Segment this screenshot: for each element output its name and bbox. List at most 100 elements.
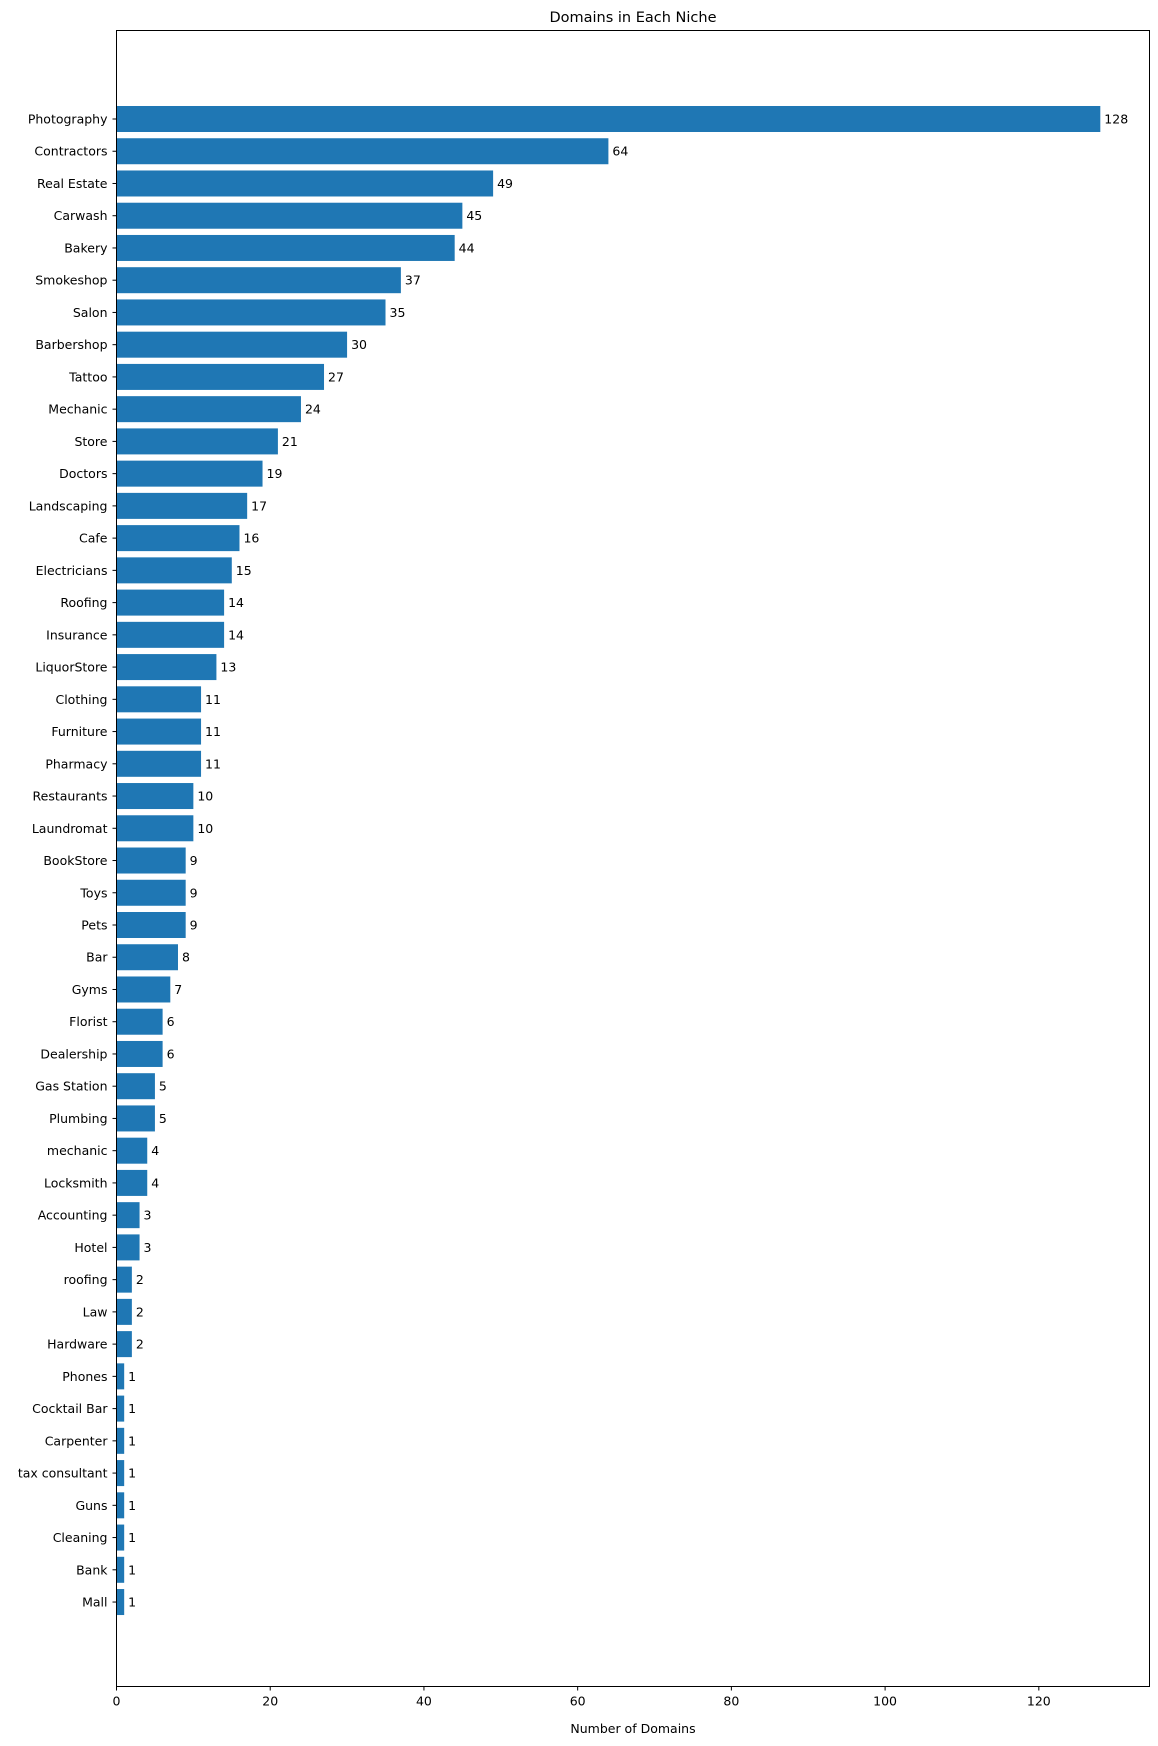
bar [116,912,186,938]
y-tick-label: Roofing [60,595,107,610]
bar [116,396,301,423]
y-tick-label: Bakery [64,240,108,255]
bar-value-label: 3 [144,1208,152,1223]
bar-value-label: 1 [128,1433,136,1448]
bar [116,428,278,455]
bar-value-label: 11 [205,756,221,771]
y-tick-label: Tattoo [68,369,107,384]
bar [116,589,225,616]
y-tick-label: Guns [75,1498,107,1513]
bar [116,1040,163,1067]
bar [116,331,348,358]
bar-value-label: 2 [136,1304,144,1319]
x-axis-ticks: 0 20 40 60 80 100 120 [113,1686,1051,1709]
bar [116,1492,125,1519]
bar [116,1008,163,1035]
y-tick-label: Cocktail Bar [32,1401,108,1416]
bar-value-label: 24 [305,402,321,417]
bar-value-label: 27 [328,369,344,384]
bar-value-label: 30 [351,337,367,352]
bar [116,815,194,842]
bar [116,1298,132,1325]
bar [116,1460,125,1487]
bar [116,1169,148,1196]
bar [116,654,217,681]
y-tick-label: Barbershop [35,337,107,352]
bar [116,1073,155,1100]
bar-value-label: 64 [612,144,628,159]
y-tick-label: Bank [76,1562,108,1577]
y-tick-label: Law [83,1304,108,1319]
y-tick-label: Florist [69,1014,107,1029]
y-tick-label: tax consultant [18,1466,108,1481]
bar [116,718,202,745]
bar-value-label: 16 [243,531,259,546]
y-tick-label: Cafe [79,531,108,546]
y-tick-label: Plumbing [49,1111,107,1126]
bar [116,1363,125,1390]
bar-value-label: 1 [128,1401,136,1416]
bar [116,750,202,777]
bar-value-label: 4 [151,1175,159,1190]
bar [116,1556,125,1583]
bar-value-label: 1 [128,1498,136,1513]
y-tick-label: Furniture [51,724,107,739]
y-tick-label: Bar [86,950,108,965]
bar [116,106,1101,132]
y-tick-label: Insurance [46,627,108,642]
bar [116,525,240,552]
y-tick-label: LiquorStore [35,660,107,675]
bar-value-label: 14 [228,627,244,642]
bar [116,234,455,261]
bar-value-label: 1 [128,1562,136,1577]
x-tick-label: 0 [113,1694,121,1709]
bar [116,460,263,487]
bar-value-label: 6 [167,1014,175,1029]
bar-value-label: 9 [190,885,198,900]
y-tick-label: Accounting [38,1208,108,1223]
bar [116,1427,125,1454]
y-tick-label: Gyms [72,982,108,997]
bar-value-label: 14 [228,595,244,610]
bar-value-label: 10 [197,821,213,836]
bar [116,1395,125,1422]
x-axis-label: Number of Domains [570,1721,695,1736]
bar [116,1331,132,1358]
x-tick-label: 40 [416,1694,432,1709]
y-tick-label: Laundromat [32,821,108,836]
bar [116,621,225,648]
y-tick-label: Store [74,434,107,449]
y-tick-label: Real Estate [37,176,108,191]
chart-title: Domains in Each Niche [549,10,716,26]
bar-value-label: 44 [459,240,475,255]
bar-value-label: 128 [1104,112,1128,127]
bar-value-label: 37 [405,273,421,288]
bar-value-label: 1 [128,1595,136,1610]
y-tick-label: Gas Station [35,1079,107,1094]
x-tick-label: 20 [262,1694,278,1709]
y-tick-label: Toys [79,885,107,900]
bar-value-label: 49 [497,176,513,191]
bar-value-label: 4 [151,1143,159,1158]
bar [116,783,194,810]
y-tick-label: Hotel [74,1240,107,1255]
y-tick-label: Restaurants [33,789,108,804]
bar [116,1105,155,1132]
x-tick-label: 120 [1027,1694,1051,1709]
bar [116,138,609,165]
bar-value-label: 13 [220,660,236,675]
bar [116,299,386,326]
y-tick-label: Carpenter [45,1433,109,1448]
y-tick-label: Pets [81,918,107,933]
bar-value-label: 19 [267,466,283,481]
bar [116,1234,140,1261]
bar [116,1266,132,1293]
y-tick-label: Phones [62,1369,107,1384]
bar-value-label: 7 [174,982,182,997]
y-tick-label: Carwash [54,208,108,223]
bars-group [116,106,1101,1616]
y-tick-label: Contractors [34,144,107,159]
bar-value-labels: 1286449454437353027242119171615141413111… [128,112,1128,1610]
